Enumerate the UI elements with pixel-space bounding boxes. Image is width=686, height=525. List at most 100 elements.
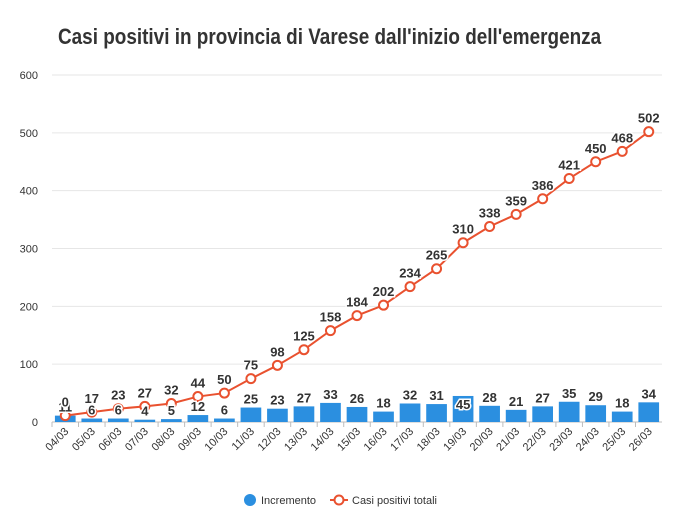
x-tick-label: 09/03 [176,426,204,454]
line-point[interactable] [218,387,230,399]
bar-data-label: 26 [350,391,364,406]
bar[interactable] [452,395,474,422]
line-point[interactable] [457,237,469,249]
bar-data-label: 18 [615,396,629,411]
x-tick-label: 18/03 [415,426,443,454]
bar[interactable] [373,411,394,422]
y-tick-label: 300 [20,244,38,256]
bar[interactable] [293,406,315,422]
line-point[interactable] [192,391,204,403]
line-point[interactable] [431,263,443,275]
line-data-label: 265 [426,248,448,263]
x-tick-label: 20/03 [468,426,496,454]
x-tick-label: 22/03 [521,426,549,454]
line-point[interactable] [563,173,575,185]
line-data-label: 450 [585,141,607,156]
x-tick-label: 10/03 [203,426,231,454]
y-tick-label: 200 [20,301,38,313]
line-point[interactable] [378,299,390,311]
line-data-label: 75 [244,358,258,373]
legend-item-bar[interactable]: Incremento [244,494,316,507]
bar-data-label: 6 [88,403,95,418]
line-point[interactable] [59,410,71,422]
bar[interactable] [585,405,607,422]
x-tick-label: 23/03 [547,426,575,454]
bar-data-label: 34 [642,386,657,401]
bar[interactable] [426,404,447,422]
line-point[interactable] [324,325,336,337]
bar[interactable] [267,408,288,422]
legend[interactable]: Incremento Casi positivi totali [244,494,437,507]
line-data-label: 17 [85,391,99,406]
bar[interactable] [479,405,500,422]
line-point[interactable] [537,193,549,205]
bar-data-label: 25 [244,392,258,407]
bar[interactable] [161,419,182,422]
legend-bar-swatch [244,494,256,506]
bar-data-label: 5 [168,403,175,418]
bar[interactable] [81,418,103,422]
bar[interactable] [346,406,368,422]
line-point[interactable] [616,145,628,157]
y-tick-label: 100 [20,359,38,371]
line-data-label: 234 [399,266,421,281]
bar[interactable] [320,402,341,422]
legend-item-line[interactable]: Casi positivi totali [330,494,437,507]
line-data-labels: 0 17 23 27 32 44 50 75 98 125 158 184 202 234 265 310 33… [60,109,661,411]
bar-data-label: 32 [403,387,417,402]
bar-data-label: 29 [588,389,602,404]
line-point[interactable] [643,126,655,138]
bar[interactable] [107,418,129,422]
bar-data-label: 31 [429,388,443,403]
bar-data-label: 4 [141,404,149,419]
line-point[interactable] [112,403,124,415]
line-point[interactable] [245,373,257,385]
grid [52,74,662,423]
bar[interactable] [134,419,156,422]
line-point[interactable] [139,400,151,412]
line-data-label: 32 [164,382,178,397]
line-point[interactable] [298,344,310,356]
x-tick-label: 16/03 [362,426,390,454]
line-point[interactable] [510,208,522,220]
line-point[interactable] [484,221,496,233]
line-data-label: 468 [611,130,633,145]
line-data-label: 125 [293,329,315,344]
line-data-label: 23 [111,388,125,403]
line-point[interactable] [271,359,283,371]
x-tick-label: 19/03 [441,426,469,454]
x-tick-label: 11/03 [230,426,257,453]
x-tick-label: 24/03 [574,426,602,454]
line-point[interactable] [165,397,177,409]
bar[interactable] [505,409,527,422]
bar[interactable] [399,403,421,422]
bar-data-label: 6 [221,403,228,418]
bar[interactable] [638,402,660,422]
line-point[interactable] [590,156,602,168]
y-axis: 0 100 200 300 400 500 600 [20,70,38,429]
bar[interactable] [558,401,580,422]
line-point[interactable] [351,310,363,322]
x-tick-label: 15/03 [335,426,363,454]
legend-line-marker [333,494,345,506]
line-point[interactable] [404,281,416,293]
y-tick-label: 600 [20,70,38,82]
bar-data-label: 12 [191,399,205,414]
x-tick-label: 12/03 [256,426,284,454]
line-data-label: 359 [505,193,527,208]
x-tick-label: 17/03 [388,426,416,454]
bar[interactable] [532,406,553,422]
line-point[interactable] [86,406,98,418]
bar-data-label: 23 [270,393,284,408]
legend-bar-label: Incremento [261,495,316,507]
bar[interactable] [611,411,633,422]
bar[interactable] [240,407,262,422]
x-tick-label: 25/03 [600,426,628,454]
line-data-label: 202 [373,284,395,299]
line-series [59,126,655,422]
bar[interactable] [214,418,235,422]
chart-title: Casi positivi in provincia di Varese dal… [58,24,602,49]
bar[interactable] [187,415,209,422]
line-data-label: 184 [346,295,368,310]
